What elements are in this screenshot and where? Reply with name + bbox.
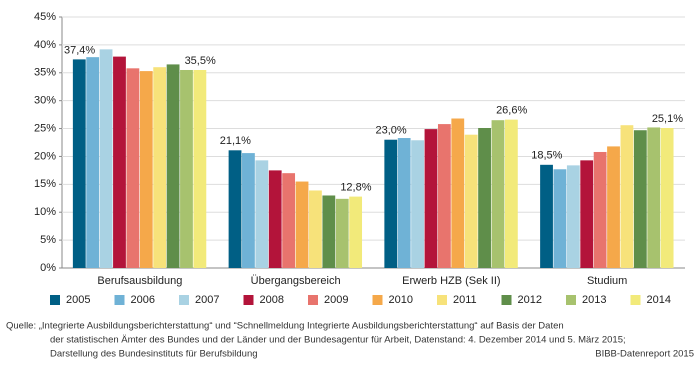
legend-swatch	[501, 295, 512, 305]
bar	[99, 49, 113, 269]
value-label: 26,6%	[496, 105, 527, 117]
bar	[228, 150, 242, 268]
x-tick-label: Berufsausbildung	[97, 275, 182, 287]
bar	[322, 195, 336, 268]
y-tick-label: 0%	[40, 262, 56, 274]
bar	[553, 169, 567, 268]
x-tick-label: Studium	[587, 275, 627, 287]
source-line: der statistischen Ämter des Bundes und d…	[50, 335, 626, 346]
bar	[424, 129, 438, 268]
bar	[464, 134, 478, 268]
value-label: 25,1%	[652, 113, 683, 125]
bar	[349, 196, 363, 268]
legend-label: 2005	[66, 294, 90, 306]
x-tick-label: Erwerb HZB (Sek II)	[402, 275, 500, 287]
y-tick-label: 10%	[34, 206, 56, 218]
y-tick-label: 30%	[34, 95, 56, 107]
bar	[491, 120, 505, 268]
bar	[566, 165, 580, 268]
value-label: 18,5%	[531, 150, 562, 162]
y-tick-label: 20%	[34, 150, 56, 162]
bar	[620, 125, 634, 268]
y-tick-label: 45%	[34, 11, 56, 23]
bar	[86, 57, 100, 268]
bar	[451, 118, 465, 268]
legend-label: 2012	[518, 294, 542, 306]
source-line: Darstellung des Bundesinstituts für Beru…	[50, 349, 258, 360]
bar	[126, 68, 140, 268]
bar	[580, 160, 594, 268]
bar	[437, 124, 451, 269]
bar	[411, 140, 424, 268]
legend-swatch	[243, 295, 254, 305]
legend-label: 2013	[582, 294, 606, 306]
source-line: Quelle: „Integrierte Ausbildungsberichte…	[6, 321, 564, 332]
bar	[295, 181, 309, 268]
bar	[309, 190, 322, 268]
bar	[166, 64, 180, 269]
bar	[139, 71, 153, 268]
legend-label: 2011	[453, 294, 477, 306]
credit: BIBB-Datenreport 2015	[595, 349, 694, 360]
legend-swatch	[114, 295, 125, 305]
bar	[255, 160, 269, 268]
legend-label: 2014	[647, 294, 671, 306]
bar	[180, 69, 193, 268]
bar	[242, 153, 255, 268]
bar	[397, 138, 411, 268]
bar	[647, 127, 661, 268]
legend-swatch	[437, 295, 447, 305]
legend-label: 2009	[324, 294, 348, 306]
legend-label: 2006	[131, 294, 155, 306]
bar	[593, 151, 607, 268]
bar	[268, 170, 282, 268]
legend-swatch	[566, 295, 576, 305]
legend-swatch	[372, 295, 383, 305]
y-tick-label: 40%	[34, 39, 56, 51]
y-tick-label: 5%	[40, 234, 56, 246]
legend-label: 2008	[260, 294, 284, 306]
bar	[193, 69, 207, 268]
legend-label: 2010	[389, 294, 413, 306]
bar	[607, 146, 620, 268]
bar	[113, 56, 126, 269]
y-tick-label: 35%	[34, 67, 56, 79]
bar	[282, 173, 296, 268]
y-tick-label: 15%	[34, 178, 56, 190]
bar	[72, 59, 86, 268]
bar	[504, 119, 518, 269]
legend-swatch	[630, 295, 641, 305]
legend-label: 2007	[195, 294, 219, 306]
legend-swatch	[308, 295, 318, 305]
legend-swatch	[50, 295, 60, 305]
bar	[153, 67, 167, 268]
bar	[540, 164, 553, 268]
y-tick-label: 25%	[34, 122, 56, 134]
bar	[633, 130, 647, 268]
bar	[384, 139, 398, 268]
value-label: 37,4%	[64, 44, 95, 56]
x-tick-label: Übergangsbereich	[251, 275, 341, 287]
legend-swatch	[179, 295, 189, 305]
value-label: 35,5%	[185, 55, 216, 67]
bar	[478, 127, 491, 269]
value-label: 21,1%	[220, 135, 251, 147]
value-label: 23,0%	[375, 125, 406, 137]
bar	[660, 127, 674, 269]
bar	[335, 198, 349, 268]
value-label: 12,8%	[340, 182, 371, 194]
